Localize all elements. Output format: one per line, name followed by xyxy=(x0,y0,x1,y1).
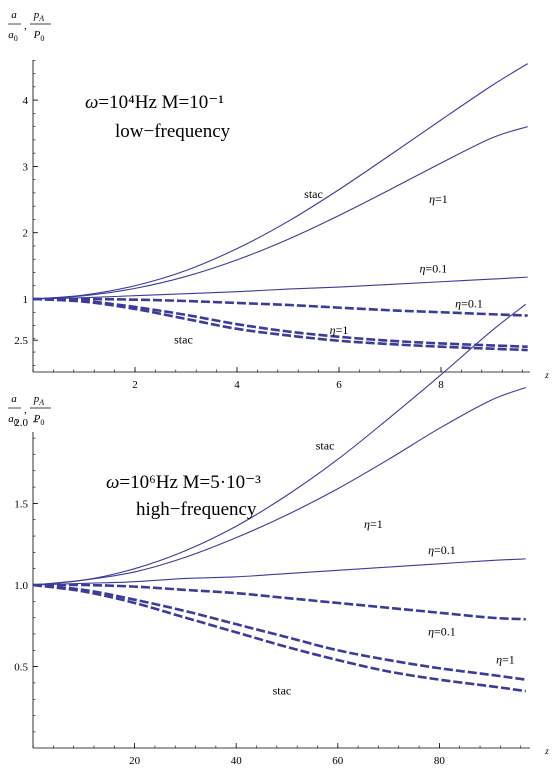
chart-subtitle: high−frequency xyxy=(136,499,257,520)
y-label-denominator-2: P0 xyxy=(33,413,45,427)
eta-symbol: η xyxy=(429,192,435,206)
x-tick-label: 4 xyxy=(234,379,240,391)
x-tick-label: 8 xyxy=(438,379,444,391)
series-line-2 xyxy=(32,387,526,586)
chart-title: ω=10⁴Hz M=10⁻¹ xyxy=(85,92,224,113)
x-axis-label: z xyxy=(544,746,549,756)
x-tick-label: 6 xyxy=(336,379,342,391)
curve-annotation: η=0.1 xyxy=(419,261,447,275)
y-tick-label: 2.0 xyxy=(14,417,28,429)
y-tick-label: 3 xyxy=(23,161,29,173)
eta-value: =1 xyxy=(370,517,383,531)
series-line-5 xyxy=(32,583,526,681)
curve-annotation: η=1 xyxy=(330,323,349,337)
y-tick-label: 2 xyxy=(23,228,29,240)
y-label-denominator-2: P0 xyxy=(33,29,45,43)
eta-value: =0.1 xyxy=(434,625,456,639)
x-tick-label: 40 xyxy=(231,755,243,767)
y-tick-label: 2.5 xyxy=(14,335,28,347)
y-label-numerator-2: pA xyxy=(33,9,45,23)
x-tick-label: 60 xyxy=(332,755,344,767)
chart-title: ω=10⁶Hz M=5·10⁻³ xyxy=(106,472,261,493)
series-line-2 xyxy=(32,126,528,300)
series-line-3 xyxy=(32,558,526,586)
eta-symbol: η xyxy=(455,297,461,311)
chart-panel-2: 0.51.01.52.02.520 40 60 80zaa0,pAP0stacη=1η… xyxy=(8,303,549,767)
y-tick-label: 0.5 xyxy=(14,662,28,674)
eta-value: =0.1 xyxy=(434,543,456,557)
curve-annotation: η=0.1 xyxy=(428,625,456,639)
subscript: 0 xyxy=(14,418,18,427)
subscript: 0 xyxy=(40,34,44,43)
omega-symbol: ω xyxy=(85,92,98,113)
curve-annotation: stac xyxy=(304,187,323,201)
comma: , xyxy=(24,20,27,32)
eta-symbol: η xyxy=(496,652,502,666)
subscript: 0 xyxy=(14,34,18,43)
y-tick-label: 1 xyxy=(23,294,29,306)
y-label-numerator-1: a xyxy=(11,9,17,21)
y-label-numerator-2: pA xyxy=(33,393,45,407)
x-tick-label: 20 xyxy=(129,755,141,767)
subscript: 0 xyxy=(40,418,44,427)
eta-symbol: η xyxy=(364,517,370,531)
y-label-numerator-1: a xyxy=(11,393,17,405)
series-line-1 xyxy=(32,303,527,586)
omega-symbol: ω xyxy=(106,472,119,493)
curve-annotation: η=1 xyxy=(496,652,515,666)
eta-symbol: η xyxy=(419,261,425,275)
series-line-4 xyxy=(32,297,528,317)
y-label-denominator-1: a0 xyxy=(8,29,18,43)
x-axis-label: z xyxy=(544,370,549,380)
curve-annotation: η=0.1 xyxy=(428,543,456,557)
curve-annotation: stac xyxy=(174,332,193,346)
y-axis-label: a a0, pA P0 xyxy=(8,9,51,43)
curve-annotation: stac xyxy=(316,439,335,453)
eta-value: =1 xyxy=(502,652,515,666)
curve-annotation: η=1 xyxy=(364,517,383,531)
eta-symbol: η xyxy=(428,543,434,557)
series-line-5 xyxy=(32,297,528,349)
eta-value: =1 xyxy=(336,323,349,337)
eta-value: =1 xyxy=(435,192,448,206)
chart-subtitle: low−frequency xyxy=(115,121,231,142)
y-axis-label: a a0, pA P0 xyxy=(8,393,51,427)
y-tick-label: 1.0 xyxy=(14,580,28,592)
series-line-4 xyxy=(32,583,526,621)
title-rest: =10⁴Hz M=10⁻¹ xyxy=(98,92,224,113)
eta-symbol: η xyxy=(330,323,336,337)
series-line-6 xyxy=(32,583,526,693)
x-tick-label: 2 xyxy=(132,379,138,391)
y-tick-label: 1.5 xyxy=(14,498,28,510)
x-tick-label: 80 xyxy=(434,755,446,767)
series-line-6 xyxy=(32,297,528,352)
y-label-denominator-1: a0 xyxy=(8,413,18,427)
eta-value: =0.1 xyxy=(461,297,483,311)
subscript: A xyxy=(38,398,44,407)
eta-value: =0.1 xyxy=(425,261,447,275)
curve-annotation: η=0.1 xyxy=(455,297,483,311)
subscript: A xyxy=(38,14,44,23)
curve-annotation: stac xyxy=(273,683,292,697)
eta-symbol: η xyxy=(428,625,434,639)
title-rest: =10⁶Hz M=5·10⁻³ xyxy=(119,472,261,493)
series-line-1 xyxy=(32,63,528,300)
curve-annotation: η=1 xyxy=(429,192,448,206)
y-tick-label: 4 xyxy=(23,95,29,107)
comma: , xyxy=(24,404,27,416)
series-line-3 xyxy=(32,276,528,300)
